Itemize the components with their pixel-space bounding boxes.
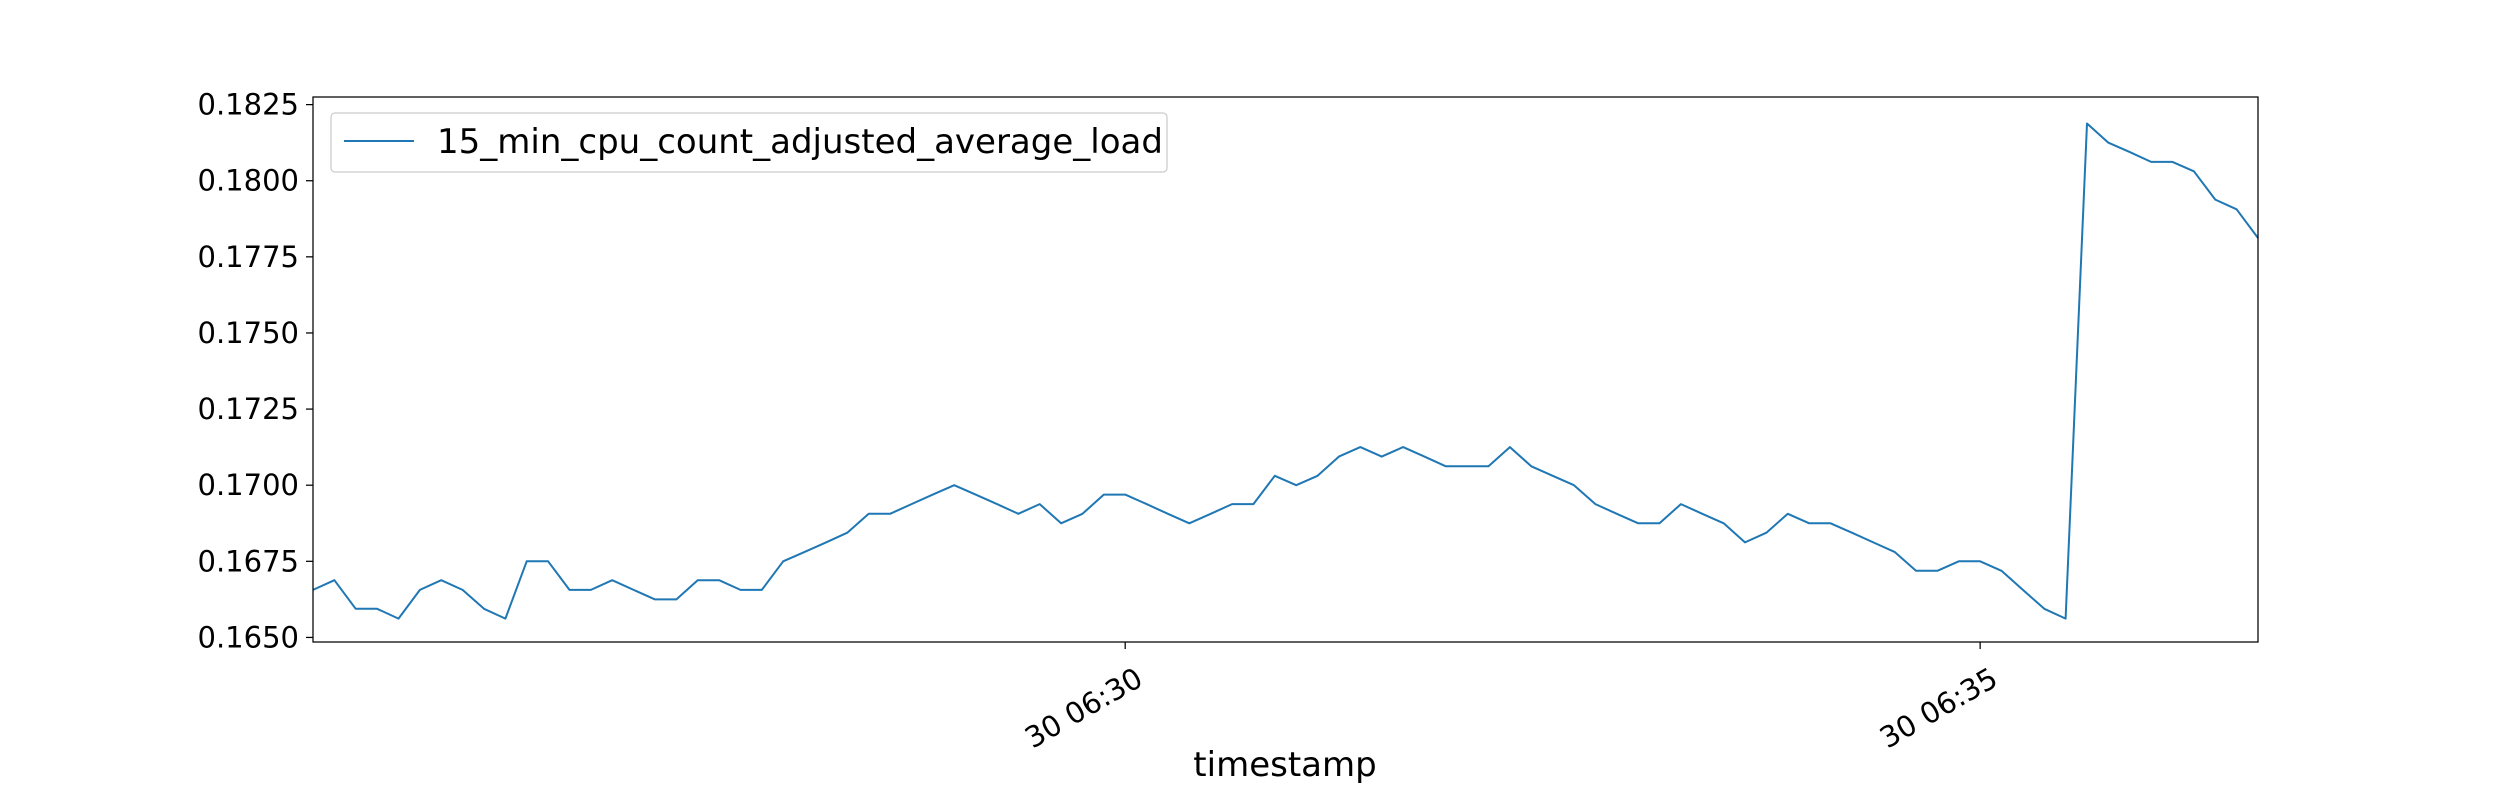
y-tick-label: 0.1650 [198,620,299,654]
legend: 15_min_cpu_count_adjusted_average_load [330,112,1168,173]
plot-frame [312,96,2259,643]
legend-entry-label: 15_min_cpu_count_adjusted_average_load [437,122,1163,162]
series-layer [312,122,2259,620]
y-tick-label: 0.1750 [198,316,299,350]
y-tick-label: 0.1800 [198,164,299,198]
y-tick-label: 0.1700 [198,468,299,502]
y-tick-label: 0.1675 [198,544,299,578]
y-tick-label: 0.1825 [198,88,299,122]
y-axis: 0.1650 0.1675 0.1700 0.1725 0.1750 0.1775 0.18… [198,88,313,654]
legend-box [330,112,1168,173]
x-axis-title: timestamp [1193,745,1376,785]
series-line-15_min_cpu_count_adjusted_average_load [312,122,2259,620]
y-tick-label: 0.1775 [198,240,299,274]
y-tick-label: 0.1725 [198,392,299,426]
